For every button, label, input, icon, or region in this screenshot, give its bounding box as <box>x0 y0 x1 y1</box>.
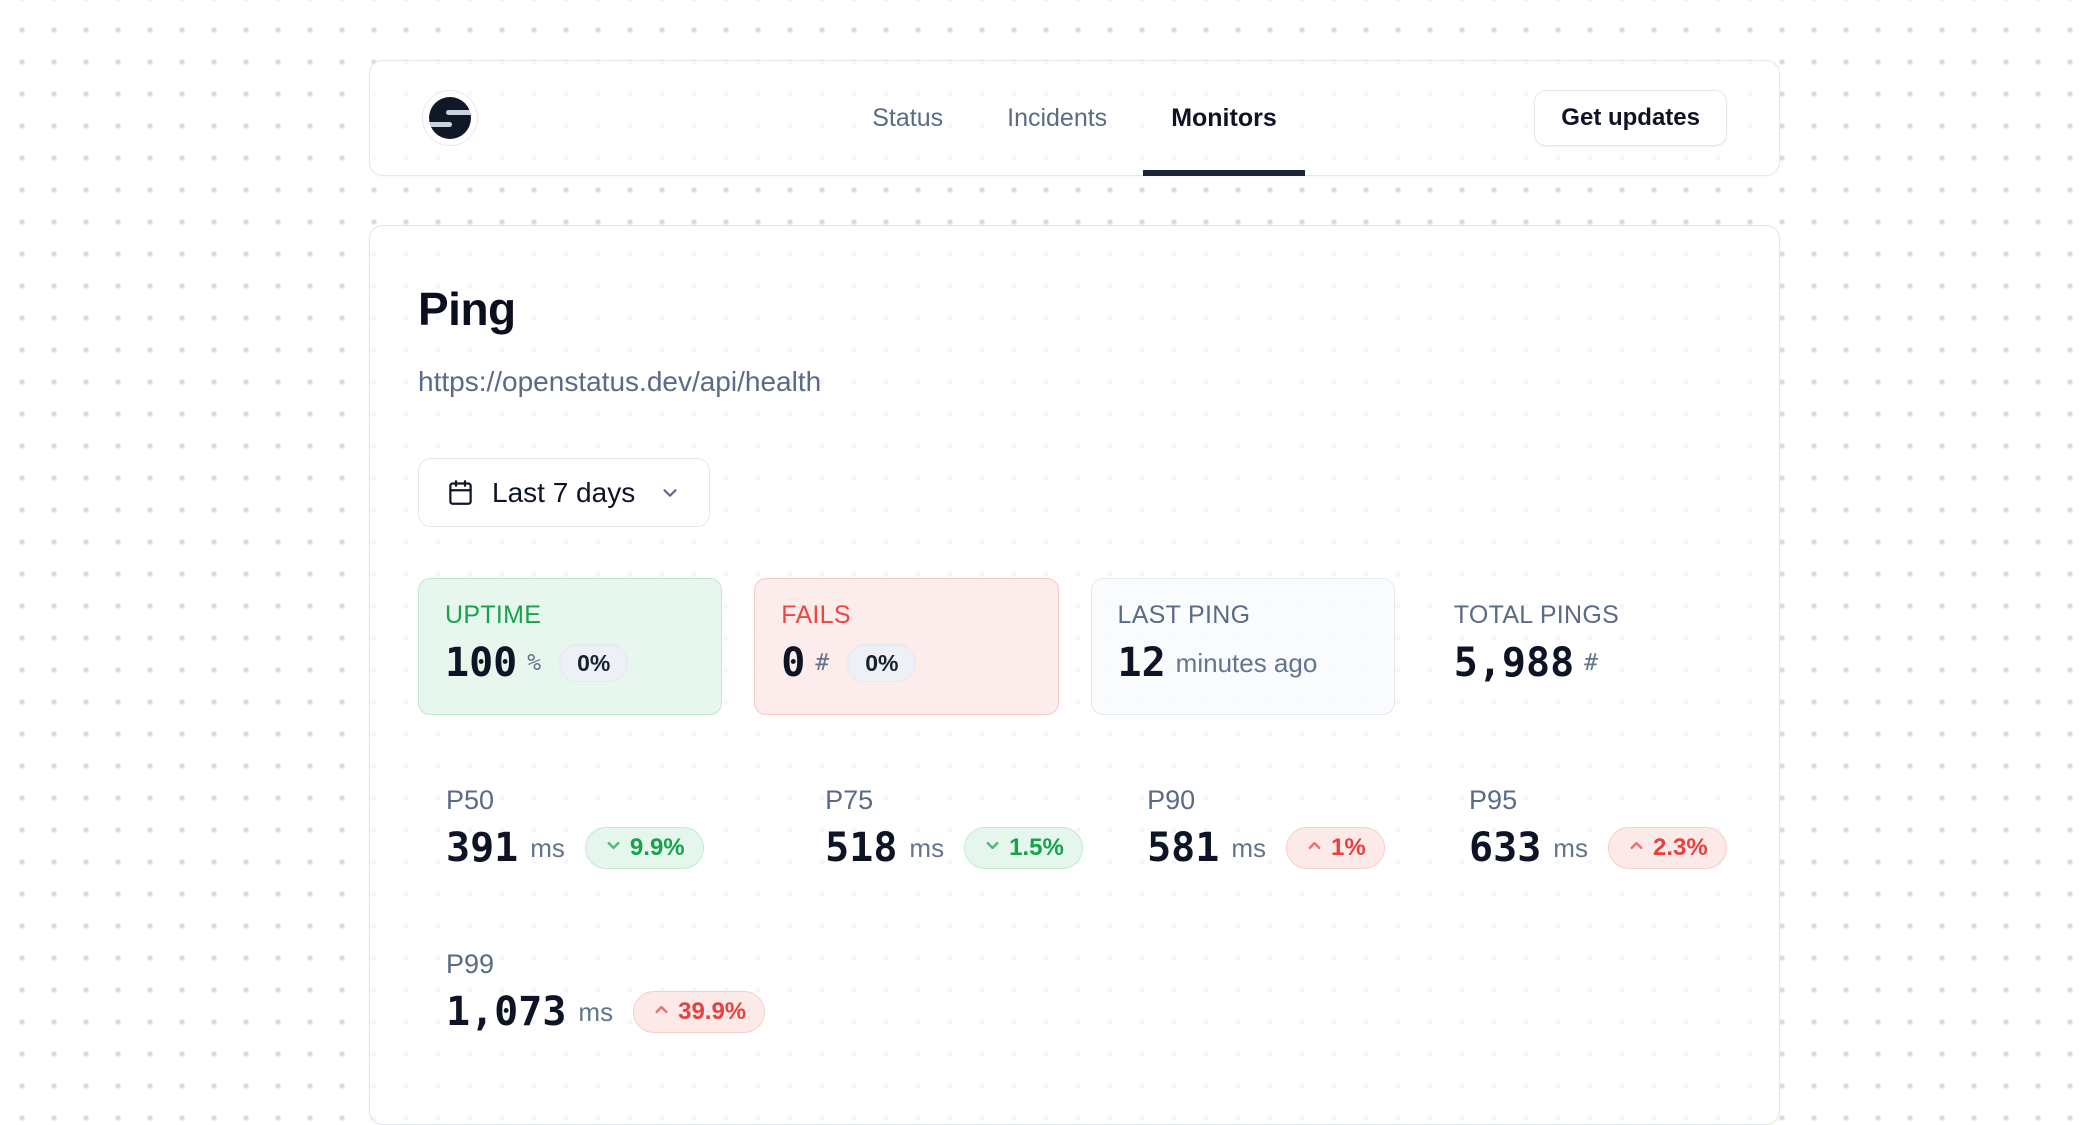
percentile-unit: ms <box>530 832 565 863</box>
date-range-button[interactable]: Last 7 days <box>418 458 711 527</box>
chevron-up-icon <box>1305 834 1324 862</box>
stat-card-fails: FAILS 0 # 0% <box>754 578 1059 715</box>
percentile-p75: P75 518 ms 1.5% <box>797 784 1087 872</box>
stat-value: 100 <box>445 640 518 686</box>
chevron-down-icon <box>659 482 681 504</box>
trend-badge: 1% <box>1286 827 1385 869</box>
percentiles-grid: P50 391 ms 9.9% P75 518 ms <box>418 784 1731 1036</box>
stat-badge: 0% <box>847 644 917 682</box>
calendar-icon <box>447 479 474 506</box>
stat-label: UPTIME <box>445 601 542 629</box>
percentile-unit: ms <box>578 996 614 1027</box>
tab-incidents[interactable]: Incidents <box>1007 103 1108 132</box>
monitor-detail-card: Ping https://openstatus.dev/api/health L… <box>369 225 1780 1125</box>
stat-suffix: minutes ago <box>1175 647 1318 678</box>
stat-label: LAST PING <box>1117 601 1251 629</box>
percentile-value: 581 <box>1147 825 1220 871</box>
percentile-p50: P50 391 ms 9.9% <box>418 784 765 872</box>
percentile-value: 518 <box>825 825 898 871</box>
get-updates-button[interactable]: Get updates <box>1534 90 1727 146</box>
stat-label: FAILS <box>781 601 851 629</box>
stat-value: 12 <box>1117 640 1166 686</box>
chevron-down-icon <box>604 834 623 862</box>
chevron-down-icon <box>983 834 1002 862</box>
page-title: Ping <box>418 283 516 335</box>
percentile-label: P50 <box>446 785 495 815</box>
percentile-p95: P95 633 ms 2.3% <box>1441 784 1731 872</box>
percentile-p99: P99 1,073 ms 39.9% <box>418 948 766 1036</box>
percentile-p90: P90 581 ms 1% <box>1119 784 1409 872</box>
monitor-url: https://openstatus.dev/api/health <box>418 366 822 397</box>
chevron-up-icon <box>652 998 671 1026</box>
percentile-unit: ms <box>1553 832 1588 863</box>
stat-badge: 0% <box>559 644 629 682</box>
stat-value: 0 <box>781 640 806 686</box>
stat-label: TOTAL PINGS <box>1453 601 1620 629</box>
percentile-label: P75 <box>825 785 874 815</box>
date-range-label: Last 7 days <box>492 476 636 508</box>
percentile-value: 391 <box>446 825 519 871</box>
status-page-header: Status Incidents Monitors Get updates <box>369 60 1780 176</box>
stat-value: 5,988 <box>1453 640 1575 686</box>
percentile-label: P95 <box>1469 785 1518 815</box>
trend-badge: 9.9% <box>584 827 704 869</box>
stat-suffix: # <box>1584 650 1599 676</box>
percentile-value: 1,073 <box>446 989 567 1035</box>
trend-badge: 2.3% <box>1607 827 1727 869</box>
stat-card-uptime: UPTIME 100 % 0% <box>418 578 723 715</box>
openstatus-logo-icon <box>429 97 471 139</box>
stats-row: UPTIME 100 % 0% FAILS 0 # 0% LAST PING 1… <box>418 578 1731 715</box>
tab-status[interactable]: Status <box>872 103 944 132</box>
stat-card-total-pings: TOTAL PINGS 5,988 # <box>1427 578 1731 715</box>
stat-card-last-ping: LAST PING 12 minutes ago <box>1090 578 1395 715</box>
header-nav: Status Incidents Monitors <box>370 61 1779 176</box>
percentile-unit: ms <box>1231 832 1267 863</box>
trend-badge: 39.9% <box>633 991 766 1033</box>
trend-badge: 1.5% <box>964 827 1083 869</box>
stat-suffix: # <box>815 650 830 676</box>
chevron-up-icon <box>1627 834 1646 862</box>
stat-suffix: % <box>527 650 542 676</box>
percentile-label: P99 <box>446 949 495 979</box>
percentile-value: 633 <box>1469 825 1542 871</box>
tab-monitors[interactable]: Monitors <box>1143 61 1305 176</box>
percentile-unit: ms <box>909 832 945 863</box>
percentile-label: P90 <box>1147 785 1196 815</box>
openstatus-logo[interactable] <box>422 90 478 146</box>
